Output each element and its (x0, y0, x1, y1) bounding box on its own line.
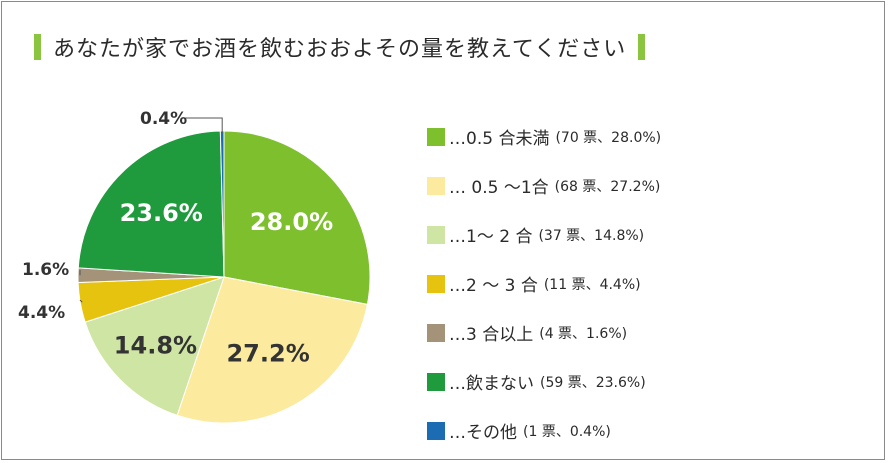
legend-swatch (427, 225, 445, 244)
legend-detail: (37 票、14.8%) (538, 227, 645, 244)
slice-value-label: 4.4% (18, 303, 65, 323)
slice-value-label: 28.0% (250, 208, 333, 236)
legend-label: …その他 (449, 423, 517, 443)
legend-label: …3 合以上 (449, 325, 534, 345)
slice-value-label: 14.8% (114, 332, 197, 360)
slice-value-label: 27.2% (226, 340, 309, 368)
legend-item: … 0.5 〜1合 (68 票、27.2%) (427, 161, 661, 210)
legend-swatch (427, 176, 445, 195)
legend-swatch (427, 274, 445, 293)
pie-slice (77, 130, 225, 278)
slice-value-label: 23.6% (120, 199, 203, 227)
leader-line (79, 299, 83, 303)
legend-detail: (1 票、0.4%) (523, 423, 611, 440)
slice-value-label: 0.4% (140, 109, 187, 129)
legend-detail: (70 票、28.0%) (555, 129, 662, 146)
title-accent-left (34, 34, 41, 60)
legend-item: …2 〜 3 合 (11 票、4.4%) (427, 259, 661, 308)
legend-item: …3 合以上 (4 票、1.6%) (427, 308, 661, 357)
legend-item: …0.5 合未満 (70 票、28.0%) (427, 112, 661, 161)
legend-swatch (427, 323, 445, 342)
title-row: あなたが家でお酒を飲むおおよその量を教えてください (34, 30, 646, 64)
legend-label: …飲まない (449, 374, 534, 394)
legend-detail: (59 票、23.6%) (540, 374, 646, 391)
pie-slice (223, 130, 371, 305)
legend-detail: (11 票、4.4%) (543, 276, 641, 293)
legend-detail: (4 票、1.6%) (539, 325, 628, 342)
legend-item: …飲まない (59 票、23.6%) (427, 357, 661, 406)
slice-value-label: 1.6% (22, 260, 69, 280)
legend-label: …0.5 合未満 (449, 129, 550, 149)
legend-swatch (427, 421, 445, 440)
legend-item: …その他 (1 票、0.4%) (427, 406, 661, 455)
legend-detail: (68 票、27.2%) (554, 178, 661, 195)
legend-swatch (427, 372, 445, 391)
legend-label: … 0.5 〜1合 (449, 178, 549, 198)
pie-slice (84, 276, 225, 416)
legend-label: …1〜 2 合 (449, 227, 533, 247)
leader-line (183, 117, 223, 134)
chart-title: あなたが家でお酒を飲むおおよその量を教えてください (53, 37, 627, 62)
legend-label: …2 〜 3 合 (449, 276, 538, 296)
title-accent-right (638, 34, 646, 60)
legend: …0.5 合未満 (70 票、28.0%) … 0.5 〜1合 (68 票、27.2%… (427, 112, 661, 455)
legend-swatch (427, 127, 445, 146)
pie-slice (176, 276, 368, 424)
legend-item: …1〜 2 合 (37 票、14.8%) (427, 210, 661, 259)
